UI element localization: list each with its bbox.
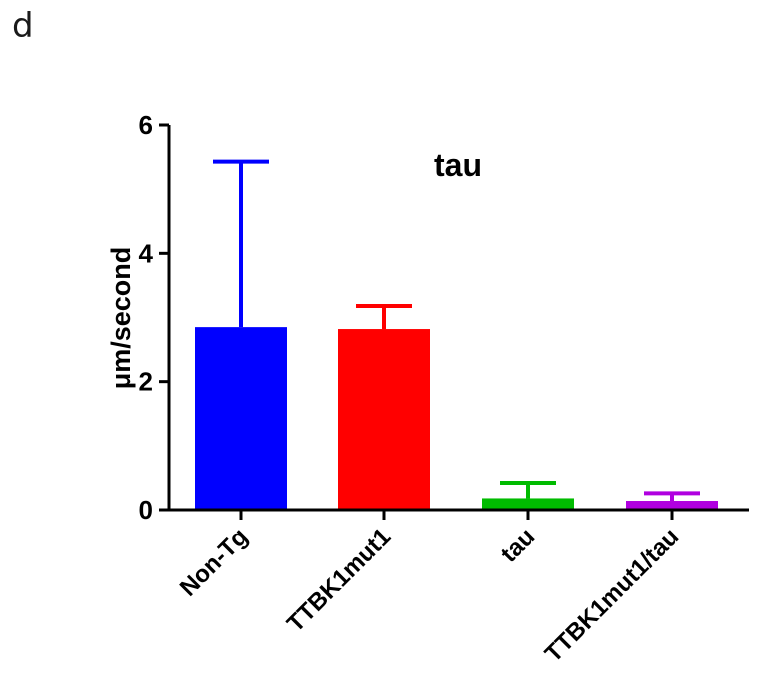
bars-group bbox=[195, 327, 718, 510]
y-axis-label: μm/second bbox=[106, 247, 136, 390]
y-tick-label: 6 bbox=[139, 110, 153, 140]
chart-title: tau bbox=[434, 147, 482, 183]
x-tick-label: TTBK1mut1/tau bbox=[540, 523, 684, 667]
x-tick-label: tau bbox=[496, 523, 541, 568]
y-tick-label: 2 bbox=[139, 367, 153, 397]
y-tick-label: 4 bbox=[139, 238, 154, 268]
bar-ttbk1mut1 bbox=[338, 329, 430, 510]
bar-tau bbox=[482, 498, 574, 510]
x-tick-label: TTBK1mut1 bbox=[282, 523, 396, 637]
y-tick-label: 0 bbox=[139, 495, 153, 525]
panel-letter: d bbox=[12, 6, 34, 46]
error-bars-group bbox=[213, 159, 700, 502]
x-tick-label: Non-Tg bbox=[175, 523, 253, 601]
y-ticks-group: 0 2 4 6 bbox=[139, 110, 169, 525]
bar-non-tg bbox=[195, 327, 287, 510]
bar-ttbk1mut1-tau bbox=[626, 501, 718, 510]
x-ticks-group: Non-Tg TTBK1mut1 tau TTBK1mut1/tau bbox=[175, 510, 684, 668]
